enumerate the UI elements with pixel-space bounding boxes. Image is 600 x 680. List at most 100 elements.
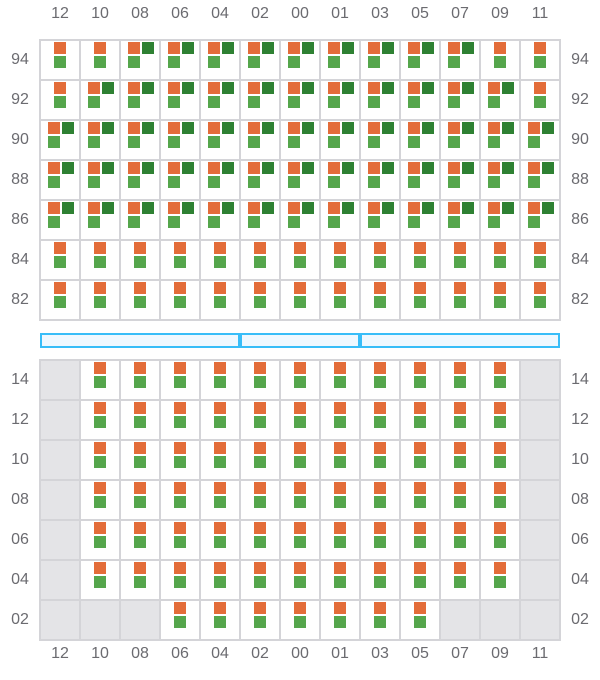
seat-cell[interactable]	[161, 241, 199, 279]
seat-cell[interactable]	[201, 241, 239, 279]
seat-cell[interactable]	[161, 161, 199, 199]
seat-cell[interactable]	[81, 201, 119, 239]
seat-cell[interactable]	[81, 481, 119, 519]
seat-cell[interactable]	[81, 121, 119, 159]
seat-cell[interactable]	[241, 81, 279, 119]
seat-cell[interactable]	[201, 41, 239, 79]
seat-cell[interactable]	[121, 201, 159, 239]
seat-cell[interactable]	[161, 201, 199, 239]
seat-cell[interactable]	[441, 121, 479, 159]
seat-cell[interactable]	[201, 561, 239, 599]
seat-cell[interactable]	[521, 81, 559, 119]
seat-cell[interactable]	[81, 561, 119, 599]
seat-cell[interactable]	[441, 401, 479, 439]
seat-cell[interactable]	[41, 281, 79, 319]
seat-cell[interactable]	[41, 201, 79, 239]
seat-cell[interactable]	[121, 561, 159, 599]
seat-cell[interactable]	[201, 361, 239, 399]
seat-cell[interactable]	[481, 481, 519, 519]
seat-cell[interactable]	[281, 361, 319, 399]
seat-cell[interactable]	[241, 441, 279, 479]
seat-cell[interactable]	[201, 81, 239, 119]
seat-cell[interactable]	[201, 601, 239, 639]
seat-cell[interactable]	[81, 521, 119, 559]
seat-cell[interactable]	[161, 281, 199, 319]
seat-cell[interactable]	[201, 401, 239, 439]
seat-cell[interactable]	[281, 121, 319, 159]
seat-cell[interactable]	[121, 281, 159, 319]
seat-cell[interactable]	[241, 121, 279, 159]
seat-cell[interactable]	[481, 81, 519, 119]
seat-cell[interactable]	[401, 161, 439, 199]
seat-cell[interactable]	[361, 481, 399, 519]
seat-cell[interactable]	[401, 521, 439, 559]
seat-cell[interactable]	[241, 601, 279, 639]
seat-cell[interactable]	[281, 441, 319, 479]
seat-cell[interactable]	[161, 481, 199, 519]
seat-cell[interactable]	[441, 521, 479, 559]
seat-cell[interactable]	[161, 441, 199, 479]
seat-cell[interactable]	[321, 361, 359, 399]
seat-cell[interactable]	[321, 401, 359, 439]
seat-cell[interactable]	[361, 121, 399, 159]
seat-cell[interactable]	[121, 81, 159, 119]
seat-cell[interactable]	[361, 241, 399, 279]
seat-cell[interactable]	[521, 121, 559, 159]
seat-cell[interactable]	[121, 441, 159, 479]
seat-cell[interactable]	[321, 241, 359, 279]
seat-cell[interactable]	[441, 41, 479, 79]
seat-cell[interactable]	[321, 281, 359, 319]
seat-cell[interactable]	[361, 41, 399, 79]
seat-cell[interactable]	[441, 201, 479, 239]
seat-cell[interactable]	[361, 281, 399, 319]
seat-cell[interactable]	[401, 481, 439, 519]
seat-cell[interactable]	[361, 561, 399, 599]
seat-cell[interactable]	[361, 361, 399, 399]
seat-cell[interactable]	[121, 361, 159, 399]
seat-cell[interactable]	[241, 201, 279, 239]
seat-cell[interactable]	[241, 401, 279, 439]
seat-cell[interactable]	[481, 361, 519, 399]
seat-cell[interactable]	[81, 401, 119, 439]
seat-cell[interactable]	[321, 201, 359, 239]
seat-cell[interactable]	[321, 441, 359, 479]
seat-cell[interactable]	[121, 521, 159, 559]
seat-cell[interactable]	[201, 441, 239, 479]
seat-cell[interactable]	[41, 81, 79, 119]
seat-cell[interactable]	[481, 121, 519, 159]
seat-cell[interactable]	[161, 41, 199, 79]
seat-cell[interactable]	[401, 121, 439, 159]
seat-cell[interactable]	[441, 481, 479, 519]
seat-cell[interactable]	[161, 601, 199, 639]
seat-cell[interactable]	[201, 281, 239, 319]
seat-cell[interactable]	[281, 281, 319, 319]
seat-cell[interactable]	[201, 521, 239, 559]
seat-cell[interactable]	[361, 401, 399, 439]
seat-cell[interactable]	[441, 561, 479, 599]
seat-cell[interactable]	[321, 481, 359, 519]
seat-cell[interactable]	[441, 281, 479, 319]
seat-cell[interactable]	[441, 161, 479, 199]
seat-cell[interactable]	[281, 481, 319, 519]
seat-cell[interactable]	[241, 161, 279, 199]
seat-cell[interactable]	[161, 561, 199, 599]
seat-cell[interactable]	[401, 41, 439, 79]
seat-cell[interactable]	[441, 441, 479, 479]
seat-cell[interactable]	[321, 161, 359, 199]
seat-cell[interactable]	[441, 361, 479, 399]
seat-cell[interactable]	[241, 481, 279, 519]
seat-cell[interactable]	[361, 161, 399, 199]
seat-cell[interactable]	[481, 401, 519, 439]
seat-cell[interactable]	[481, 41, 519, 79]
seat-cell[interactable]	[121, 41, 159, 79]
seat-cell[interactable]	[241, 521, 279, 559]
seat-cell[interactable]	[281, 81, 319, 119]
seat-cell[interactable]	[81, 161, 119, 199]
seat-cell[interactable]	[481, 161, 519, 199]
seat-cell[interactable]	[521, 241, 559, 279]
seat-cell[interactable]	[281, 401, 319, 439]
seat-cell[interactable]	[481, 561, 519, 599]
seat-cell[interactable]	[361, 521, 399, 559]
seat-cell[interactable]	[481, 241, 519, 279]
seat-cell[interactable]	[161, 521, 199, 559]
